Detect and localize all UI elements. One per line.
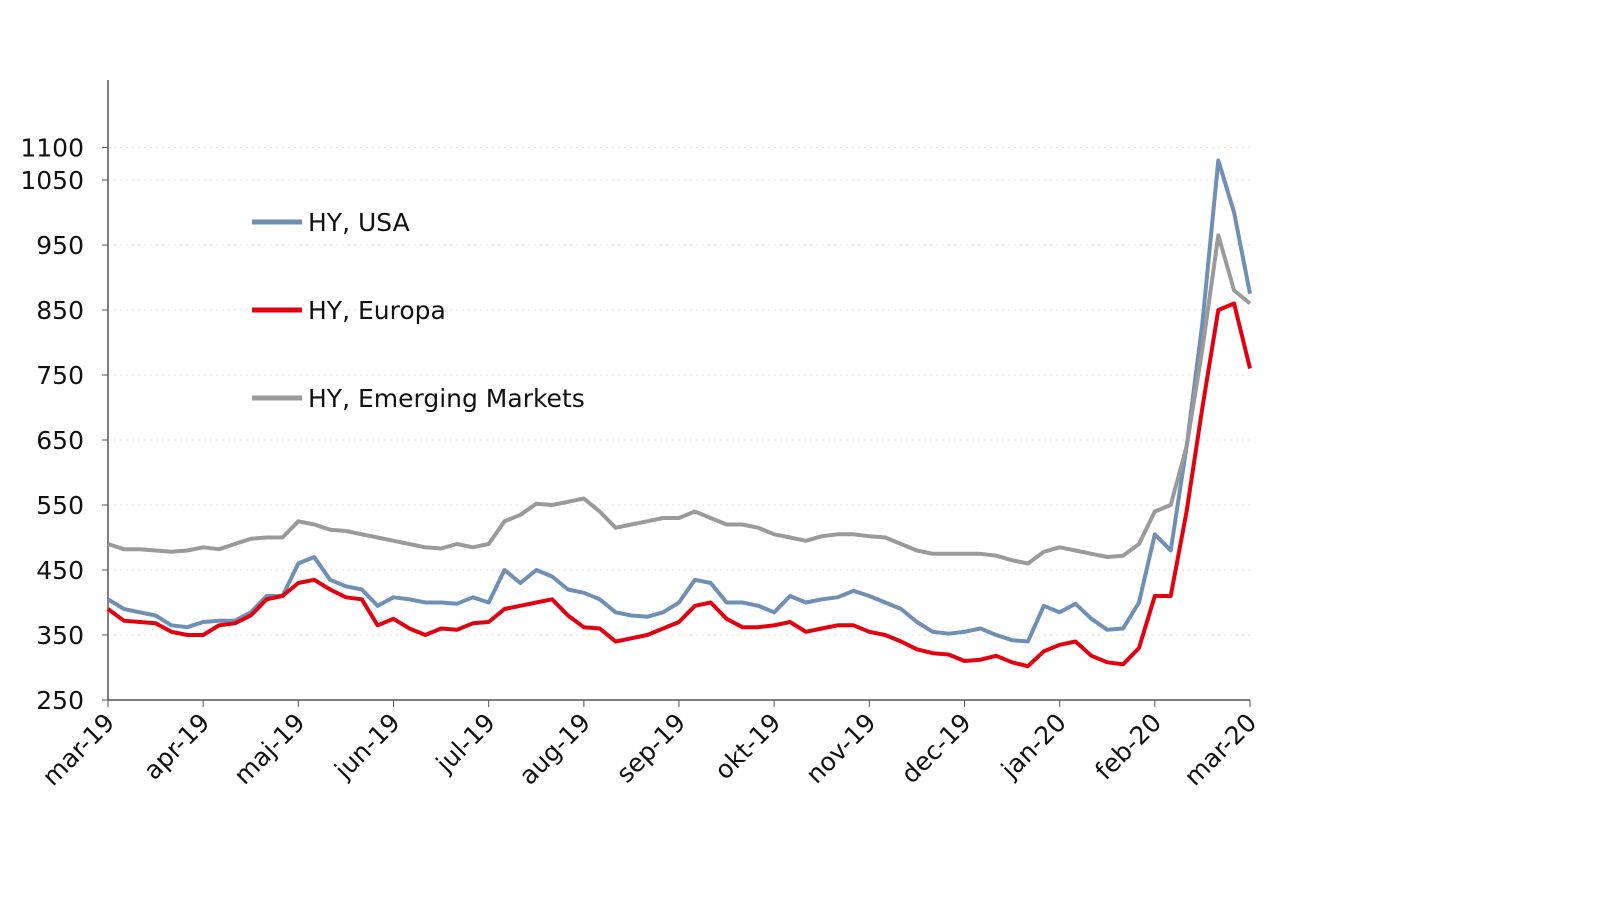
x-tick-label: jan-20: [995, 708, 1072, 785]
y-tick-label: 450: [36, 556, 84, 585]
x-tick-label: nov-19: [800, 708, 881, 789]
legend-label: HY, Emerging Markets: [308, 384, 585, 413]
y-tick-label: 250: [36, 686, 84, 715]
x-tick-label: jun-19: [328, 708, 405, 785]
x-tick-label: sep-19: [611, 708, 692, 789]
x-tick-label: mar-20: [1179, 708, 1263, 792]
y-tick-label: 750: [36, 361, 84, 390]
legend-label: HY, USA: [308, 208, 410, 237]
x-tick-label: okt-19: [709, 708, 786, 785]
x-tick-label: feb-20: [1089, 708, 1167, 786]
y-tick-label: 1100: [20, 134, 84, 163]
y-tick-label: 1050: [20, 166, 84, 195]
y-tick-label: 850: [36, 296, 84, 325]
y-tick-label: 650: [36, 426, 84, 455]
x-tick-label: jul-19: [430, 708, 501, 779]
series-line: [106, 158, 1252, 644]
series-line: [106, 301, 1252, 669]
x-tick-label: apr-19: [138, 708, 216, 786]
y-tick-label: 550: [36, 491, 84, 520]
x-tick-label: maj-19: [228, 708, 310, 790]
x-tick-label: mar-19: [37, 708, 121, 792]
y-tick-label: 950: [36, 231, 84, 260]
y-tick-label: 350: [36, 621, 84, 650]
legend-label: HY, Europa: [308, 296, 446, 325]
series-line: [107, 233, 1252, 566]
x-tick-label: aug-19: [513, 708, 596, 791]
x-tick-label: dec-19: [896, 708, 977, 789]
